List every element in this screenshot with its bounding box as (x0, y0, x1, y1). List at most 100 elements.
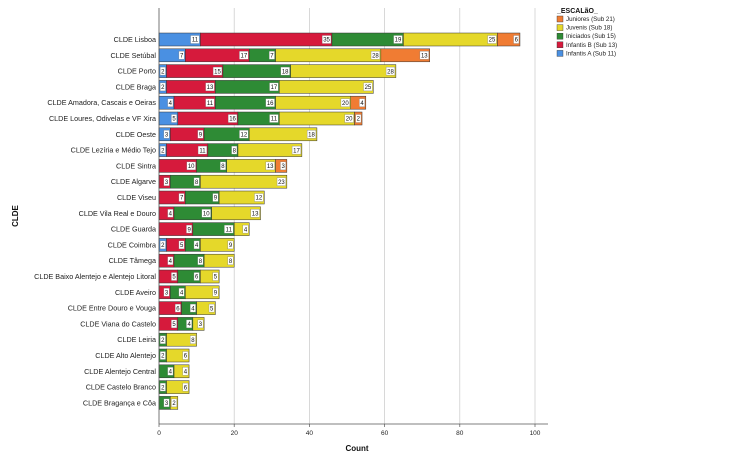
data-label-box (159, 145, 166, 155)
legend-entry-label: Iniciados (Sub 15) (566, 33, 616, 40)
legend-swatch (556, 24, 564, 31)
category-label: CLDE Guarda (111, 225, 156, 234)
data-label-box (197, 319, 204, 329)
legend-swatch (556, 15, 564, 23)
data-label: 25 (365, 85, 372, 91)
category-label: CLDE Viana do Castelo (80, 319, 156, 328)
category-label: CLDE Tâmega (109, 256, 156, 265)
data-label: 4 (169, 101, 173, 107)
data-label: 6 (515, 38, 519, 44)
category-label: CLDE Viseu (117, 193, 156, 202)
data-label: 7 (270, 54, 274, 60)
category-label: CLDE Braga (116, 82, 156, 91)
data-label-box (280, 161, 286, 171)
data-label: 4 (169, 370, 173, 376)
data-label: 5 (180, 243, 184, 249)
bar-segment (203, 253, 235, 268)
data-label: 7 (180, 196, 184, 202)
data-label-box (193, 240, 200, 250)
data-label: 5 (172, 275, 176, 281)
data-label-box (355, 114, 362, 123)
data-label-box (231, 145, 238, 155)
bar-segment (275, 95, 352, 110)
data-label-box (363, 82, 373, 92)
data-label-box (190, 335, 196, 344)
category-label: CLDE Algarve (111, 177, 156, 186)
x-tick-label: 60 (381, 430, 389, 437)
data-label-box (220, 161, 226, 171)
bar-segment (331, 32, 404, 47)
data-label-box (344, 114, 354, 123)
data-label-box (167, 98, 174, 107)
data-label-box (193, 272, 200, 281)
data-label-box (513, 35, 520, 44)
bar-segment (200, 32, 333, 47)
data-label: 2 (161, 385, 165, 391)
data-label: 20 (342, 101, 349, 107)
data-label: 18 (308, 133, 315, 139)
legend-entry-label: Juniores (Sub 21) (566, 16, 615, 23)
data-label: 4 (195, 243, 199, 249)
data-label: 6 (176, 306, 180, 312)
data-label: 2 (357, 117, 361, 123)
data-label-box (186, 161, 196, 171)
data-label-box (167, 256, 174, 265)
data-label-box (193, 177, 200, 186)
x-tick-label: 80 (456, 430, 464, 437)
legend: _ESCALãO_ Juniores (Sub 21) Juvenis (Sub … (556, 8, 617, 57)
data-label: 6 (184, 385, 188, 391)
category-label: CLDE Leiria (117, 335, 156, 344)
data-label-box (163, 130, 170, 139)
legend-swatch (556, 33, 564, 40)
data-label-box (178, 51, 185, 60)
data-label: 3 (281, 164, 285, 170)
data-label-box (205, 82, 215, 92)
data-label: 16 (229, 117, 236, 123)
category-label: CLDE Alto Alentejo (95, 351, 156, 360)
bar-series: 11 35 19 25 67 17 7 28 132 15 18 282 13 17 254 11 16 20 45… (158, 32, 521, 410)
legend-swatch (556, 50, 564, 57)
data-label-box (419, 51, 429, 60)
bar-segment (248, 127, 318, 142)
bar-segment (403, 32, 498, 47)
data-label-box (197, 130, 204, 139)
x-axis: 0 20 40 60 80 100 (157, 8, 548, 437)
category-label: CLDE Sintra (116, 161, 156, 170)
data-label: 11 (271, 117, 278, 123)
data-label: 9 (229, 243, 233, 249)
data-label: 23 (278, 180, 285, 186)
data-label-box (205, 98, 215, 107)
category-label: CLDE Loures, Odivelas e VF Xira (49, 114, 156, 123)
data-label-box (224, 224, 234, 234)
x-tick-label: 100 (530, 430, 541, 437)
data-label: 13 (421, 54, 428, 60)
data-label-box (159, 240, 166, 250)
x-tick-label: 20 (231, 430, 239, 437)
data-label: 10 (188, 164, 195, 170)
category-labels: CLDE Lisboa CLDE Setúbal CLDE Porto CLDE Br… (34, 35, 156, 407)
data-label: 3 (165, 401, 169, 407)
data-label-box (182, 351, 189, 360)
data-label-box (175, 303, 181, 313)
data-label: 11 (192, 38, 199, 44)
data-label-box (212, 66, 223, 76)
data-label: 12 (256, 196, 263, 202)
data-label-box (159, 335, 166, 344)
data-label: 25 (489, 38, 496, 44)
data-label-box (487, 35, 497, 44)
data-label-box (171, 272, 177, 281)
data-label-box (163, 288, 170, 297)
data-label-box (265, 98, 275, 107)
legend-swatch (556, 41, 564, 48)
bar-segment (279, 111, 355, 126)
data-label: 15 (214, 69, 221, 75)
data-label-box (385, 66, 396, 76)
data-label: 4 (191, 306, 195, 312)
data-label-box (186, 319, 192, 329)
data-label-box (242, 224, 249, 234)
data-label-box (171, 319, 177, 329)
data-label: 28 (387, 69, 394, 75)
data-label-box (239, 51, 249, 60)
data-label-box (178, 288, 185, 297)
data-label: 4 (169, 259, 173, 265)
